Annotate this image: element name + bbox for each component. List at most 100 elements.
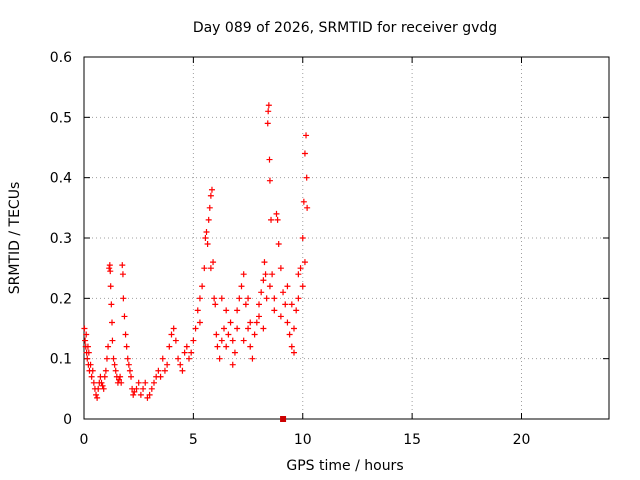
data-point — [295, 295, 302, 302]
data-point — [295, 271, 302, 278]
data-point — [207, 192, 214, 199]
data-point — [172, 337, 179, 344]
data-point — [90, 379, 97, 386]
data-point — [168, 331, 175, 338]
data-point — [293, 307, 300, 314]
tick-labels: 0 0.1 0.2 0.3 0.4 0.5 0.6 0 5 10 15 20 — [50, 50, 531, 448]
data-point — [144, 394, 151, 401]
data-point — [194, 307, 201, 314]
data-point — [84, 343, 91, 350]
data-point — [218, 295, 225, 302]
y-tick-label: 0.3 — [50, 231, 72, 247]
data-points — [81, 102, 311, 401]
data-point — [85, 349, 92, 356]
data-point — [221, 325, 227, 332]
data-point — [181, 349, 188, 356]
data-point — [119, 262, 126, 269]
data-point — [166, 343, 173, 350]
data-point — [112, 367, 119, 374]
data-point — [282, 301, 289, 308]
data-point — [130, 391, 137, 398]
data-point — [183, 343, 190, 350]
data-point — [273, 210, 280, 217]
data-point — [214, 343, 221, 350]
data-point — [240, 271, 247, 278]
data-point — [98, 379, 105, 386]
data-point — [264, 120, 271, 127]
x-tick-label: 15 — [403, 432, 421, 448]
data-point — [188, 349, 195, 356]
data-point — [213, 331, 220, 338]
data-point — [225, 331, 232, 338]
data-point — [277, 313, 284, 320]
data-point — [81, 325, 88, 332]
data-point — [275, 241, 282, 248]
data-point — [299, 235, 306, 241]
data-point — [87, 361, 94, 368]
data-point — [133, 385, 140, 392]
data-point — [203, 228, 210, 235]
data-point — [256, 301, 262, 308]
data-point — [140, 385, 147, 392]
data-point — [229, 337, 236, 344]
data-point — [128, 373, 135, 380]
data-point — [218, 337, 225, 344]
x-tick-label: 5 — [189, 432, 198, 448]
data-point — [123, 343, 130, 350]
data-point — [234, 307, 241, 314]
data-point — [135, 379, 142, 386]
x-tick-label: 10 — [294, 432, 312, 448]
data-point — [212, 301, 219, 308]
data-point — [247, 343, 254, 350]
data-point — [157, 373, 164, 380]
data-point — [94, 394, 101, 401]
data-point — [274, 216, 281, 223]
data-point — [99, 382, 106, 389]
data-point — [82, 337, 89, 344]
data-point — [258, 289, 265, 296]
data-point — [234, 325, 241, 332]
data-point — [304, 204, 311, 211]
data-point — [146, 391, 153, 398]
data-point — [170, 325, 177, 332]
data-point — [109, 337, 116, 344]
data-point — [223, 307, 230, 314]
data-point — [84, 355, 91, 362]
data-point — [151, 379, 157, 386]
data-point — [201, 265, 208, 272]
data-point — [111, 361, 118, 368]
data-point — [196, 319, 203, 326]
data-point — [271, 307, 278, 314]
data-point — [284, 283, 291, 290]
data-point — [288, 301, 295, 308]
data-point — [125, 361, 132, 368]
x-axis-label: GPS time / hours — [286, 458, 403, 474]
data-point — [118, 379, 125, 386]
x-tick-label: 20 — [513, 432, 531, 448]
data-point — [100, 385, 107, 392]
data-point — [83, 331, 90, 338]
data-point — [249, 355, 256, 362]
data-point — [261, 259, 268, 266]
data-point — [301, 150, 308, 157]
data-point — [262, 271, 269, 278]
data-point — [266, 283, 273, 290]
data-point — [186, 355, 192, 362]
data-point — [110, 355, 117, 362]
data-point — [288, 343, 295, 350]
data-point — [101, 373, 108, 380]
data-point — [192, 325, 199, 332]
data-point — [236, 295, 243, 302]
data-point — [245, 325, 252, 332]
data-point — [210, 259, 217, 266]
data-point — [231, 349, 238, 356]
data-point — [121, 313, 128, 320]
data-point — [109, 319, 115, 326]
data-point — [291, 349, 297, 356]
data-point — [238, 283, 245, 290]
data-point — [131, 388, 138, 395]
data-point — [277, 265, 284, 272]
data-point — [251, 331, 258, 338]
data-point — [107, 283, 114, 290]
